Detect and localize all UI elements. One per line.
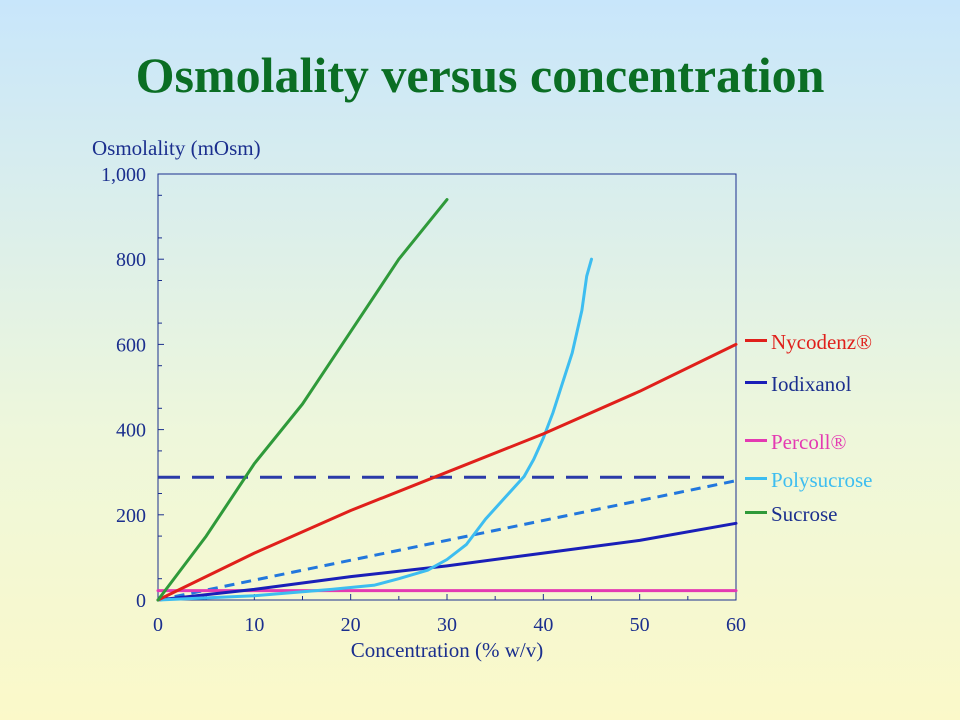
x-axis-label: Concentration (% w/v) (350, 638, 544, 662)
legend-swatch (745, 380, 767, 384)
legend-item-percoll: Percoll® (745, 430, 846, 455)
series-line-polysucrose (156, 257, 593, 602)
x-tick-label: 30 (437, 614, 457, 636)
legend-item-nycodenz: Nycodenz® (745, 330, 872, 355)
legend-label: Iodixanol (771, 372, 852, 396)
x-tick-label: 60 (726, 614, 746, 636)
legend-swatch (745, 438, 767, 442)
x-tick-label: 10 (244, 614, 264, 636)
legend-swatch (745, 338, 767, 342)
legend-item-sucrose: Sucrose (745, 502, 838, 527)
y-tick-label: 600 (116, 334, 146, 356)
y-tick-label: 1,000 (101, 164, 146, 186)
y-tick-label: 200 (116, 505, 146, 527)
x-tick-label: 50 (630, 614, 650, 636)
legend-label: Polysucrose (771, 468, 873, 492)
series-line-sucrose (156, 198, 449, 602)
series-line-iodixanol (156, 521, 738, 602)
legend-label: Nycodenz® (771, 330, 873, 354)
series-line-nycodenz (156, 342, 738, 602)
legend-item-iodixanol: Iodixanol (745, 372, 851, 397)
x-tick-label: 20 (341, 614, 361, 636)
y-tick-label: 400 (116, 420, 146, 442)
y-tick-label: 0 (136, 590, 146, 612)
slide-title: Osmolality versus concentration (135, 47, 825, 103)
legend-swatch (745, 476, 767, 480)
legend-item-polysucrose: Polysucrose (745, 468, 873, 493)
legend-label: Percoll® (771, 430, 847, 454)
y-axis-label: Osmolality (mOsm) (92, 136, 261, 160)
series-line-dashed (157, 479, 737, 602)
x-tick-label: 40 (533, 614, 553, 636)
legend-swatch (745, 510, 767, 514)
legend-label: Sucrose (771, 502, 838, 526)
y-tick-label: 800 (116, 249, 146, 271)
x-tick-label: 0 (153, 614, 163, 636)
